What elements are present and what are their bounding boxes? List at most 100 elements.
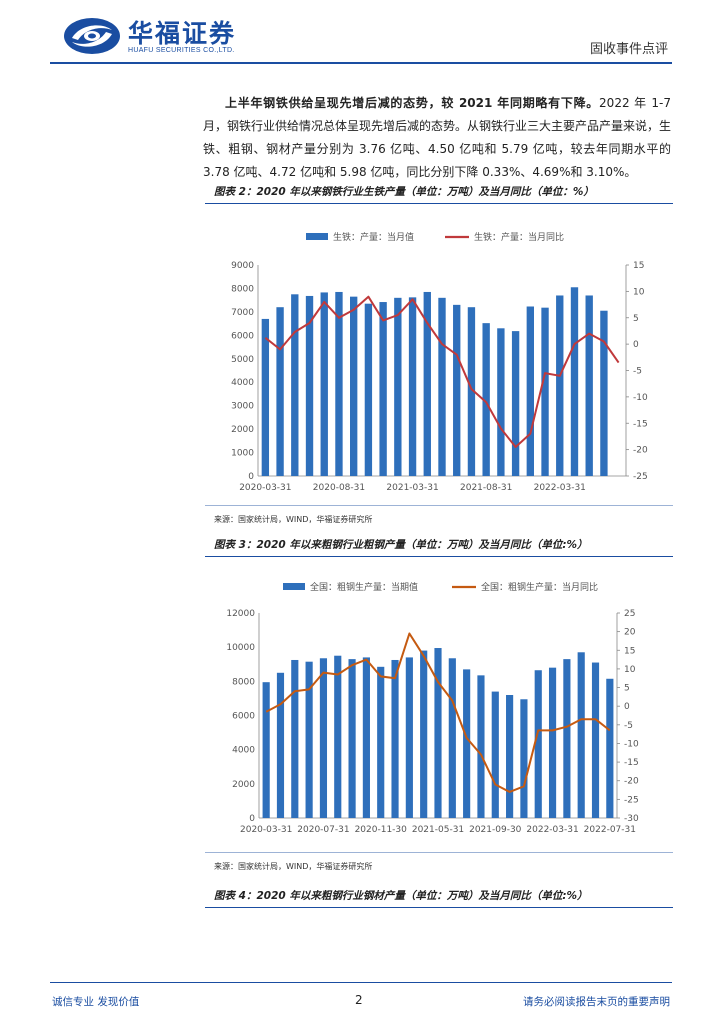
fig2-bar bbox=[291, 294, 299, 476]
fig3-x-tick: 2020-07-31 bbox=[297, 825, 349, 835]
fig2-bar bbox=[394, 297, 402, 476]
fig2-y-left-tick: 3000 bbox=[231, 402, 254, 412]
fig3-y-left-tick: 2000 bbox=[232, 780, 255, 790]
fig3-bar bbox=[520, 699, 528, 818]
fig3-bar bbox=[377, 666, 385, 818]
fig2-legend-line-label: 生铁：产量：当月同比 bbox=[474, 231, 564, 243]
fig3-y-right-tick: 10 bbox=[624, 665, 636, 675]
fig2-bar bbox=[320, 292, 328, 476]
fig2-bar bbox=[305, 295, 314, 476]
fig2-bar bbox=[467, 307, 476, 476]
fig3-x-tick: 2021-09-30 bbox=[469, 825, 522, 835]
fig2-y-right-tick: 5 bbox=[633, 314, 639, 324]
fig2-bar bbox=[350, 296, 358, 476]
fig2-bar bbox=[570, 287, 579, 476]
figure4-caption: 图表 4：2020 年以来粗钢行业钢材产量（单位：万吨）及当月同比（单位:%） bbox=[214, 890, 588, 902]
fig3-bar bbox=[334, 655, 342, 818]
fig2-y-left-tick: 2000 bbox=[231, 425, 254, 435]
fig2-bar bbox=[335, 291, 343, 476]
fig3-y-right-tick: 5 bbox=[624, 684, 630, 694]
page-header: 华福证券 HUAFU SECURITIES CO.,LTD. 固收事件点评 bbox=[0, 0, 724, 70]
fig2-bar bbox=[438, 297, 446, 476]
figure2-bottom-rule bbox=[205, 505, 673, 506]
fig3-bar bbox=[534, 670, 542, 818]
paragraph-text: 2022 年 1-7 月，钢铁行业供给情况总体呈现先增后减的态势。从钢铁行业三大… bbox=[203, 96, 672, 179]
fig2-y-right-tick: -20 bbox=[633, 446, 648, 456]
fig2-bar bbox=[364, 303, 373, 476]
fig2-bar bbox=[556, 295, 564, 476]
fig2-x-tick: 2021-03-31 bbox=[386, 483, 438, 493]
page-number: 2 bbox=[355, 993, 363, 1007]
logo-english-name: HUAFU SECURITIES CO.,LTD. bbox=[128, 47, 235, 54]
figure3-source: 来源：国家统计局，WIND，华福证券研究所 bbox=[214, 862, 373, 871]
fig2-x-tick: 2020-08-31 bbox=[313, 483, 365, 493]
fig2-legend-bar-label: 生铁：产量：当月值 bbox=[333, 231, 414, 243]
figure2-chart: 生铁：产量：当月值 生铁：产量：当月同比 0 1000 2000 3000 4000 5000… bbox=[231, 231, 648, 493]
figure3-caption: 图表 3：2020 年以来粗钢行业粗钢产量（单位：万吨）及当月同比（单位:%） bbox=[214, 539, 588, 551]
fig2-bar bbox=[453, 304, 461, 476]
fig3-bar bbox=[463, 669, 471, 818]
fig2-bar bbox=[600, 310, 608, 476]
fig2-bar bbox=[511, 331, 520, 476]
fig2-x-tick: 2020-03-31 bbox=[239, 483, 291, 493]
fig3-bar bbox=[577, 652, 585, 818]
fig2-y-left-tick: 8000 bbox=[231, 284, 254, 294]
fig3-bar bbox=[420, 650, 428, 818]
fig2-y-right-tick: -5 bbox=[633, 367, 642, 377]
huafu-logo-icon bbox=[64, 18, 120, 54]
fig3-x-tick: 2020-11-30 bbox=[355, 825, 408, 835]
fig2-y-left-tick: 9000 bbox=[231, 261, 254, 271]
fig3-y-right-tick: 15 bbox=[624, 646, 635, 656]
fig3-bar bbox=[591, 662, 600, 818]
fig3-bar bbox=[477, 675, 485, 818]
figure2-caption: 图表 2：2020 年以来钢铁行业生铁产量（单位：万吨）及当月同比（单位：%） bbox=[214, 186, 594, 198]
fig3-bar bbox=[606, 678, 614, 818]
footer-disclaimer: 请务必阅读报告末页的重要声明 bbox=[523, 996, 670, 1008]
fig3-bar bbox=[506, 695, 514, 818]
fig3-y-left-tick: 10000 bbox=[226, 643, 255, 653]
fig2-y-right-tick: 0 bbox=[633, 340, 639, 350]
fig3-legend-line-label: 全国：粗钢生产量：当月同比 bbox=[481, 581, 598, 593]
fig3-y-right-tick: -20 bbox=[624, 777, 639, 787]
figure4-top-rule bbox=[205, 907, 673, 908]
report-section-title: 固收事件点评 bbox=[589, 42, 668, 57]
fig3-bar bbox=[405, 657, 413, 818]
fig3-bar bbox=[448, 658, 456, 818]
fig3-y-right-tick: -5 bbox=[624, 721, 633, 731]
fig3-y-left-tick: 6000 bbox=[232, 712, 255, 722]
fig3-bar bbox=[362, 657, 370, 818]
figure2-top-rule bbox=[205, 203, 673, 204]
fig2-y-left-tick: 4000 bbox=[231, 378, 254, 388]
fig2-legend-bar-swatch bbox=[306, 233, 328, 240]
fig3-y-left-tick: 4000 bbox=[232, 746, 255, 756]
footer-slogan: 诚信专业 发现价值 bbox=[52, 996, 140, 1008]
figure2-source: 来源：国家统计局，WIND，华福证券研究所 bbox=[214, 515, 373, 524]
fig2-bar bbox=[408, 297, 417, 476]
fig2-y-left-tick: 7000 bbox=[231, 308, 254, 318]
fig2-bar bbox=[526, 306, 534, 476]
fig3-x-tick: 2020-03-31 bbox=[240, 825, 292, 835]
fig3-y-right-tick: -10 bbox=[624, 739, 639, 749]
fig3-bar bbox=[491, 691, 499, 818]
fig3-bar bbox=[391, 659, 399, 818]
fig3-bar bbox=[548, 667, 557, 818]
fig2-bar bbox=[497, 328, 505, 476]
fig3-y-right-tick: 25 bbox=[624, 609, 635, 619]
fig3-y-right-tick: -25 bbox=[624, 795, 639, 805]
fig3-x-tick: 2021-05-31 bbox=[412, 825, 464, 835]
fig3-y-left-tick: 0 bbox=[249, 814, 255, 824]
fig3-y-left-tick: 8000 bbox=[232, 677, 255, 687]
fig3-bar bbox=[563, 659, 571, 818]
fig2-bar bbox=[423, 291, 431, 476]
fig3-x-tick: 2022-07-31 bbox=[584, 825, 636, 835]
fig3-y-right-tick: 0 bbox=[624, 702, 630, 712]
body-paragraph: 上半年钢铁供给呈现先增后减的态势，较 2021 年同期略有下降。2022 年 1… bbox=[203, 92, 671, 184]
fig3-legend-bar-label: 全国：粗钢生产量：当期值 bbox=[310, 581, 418, 593]
fig2-y-right-tick: -15 bbox=[633, 419, 648, 429]
fig2-bar bbox=[585, 295, 593, 476]
fig3-bar bbox=[262, 682, 270, 818]
fig2-y-right-tick: -25 bbox=[633, 472, 648, 482]
header-divider bbox=[50, 62, 672, 64]
fig2-bar bbox=[261, 318, 270, 476]
fig3-bar bbox=[291, 659, 299, 818]
